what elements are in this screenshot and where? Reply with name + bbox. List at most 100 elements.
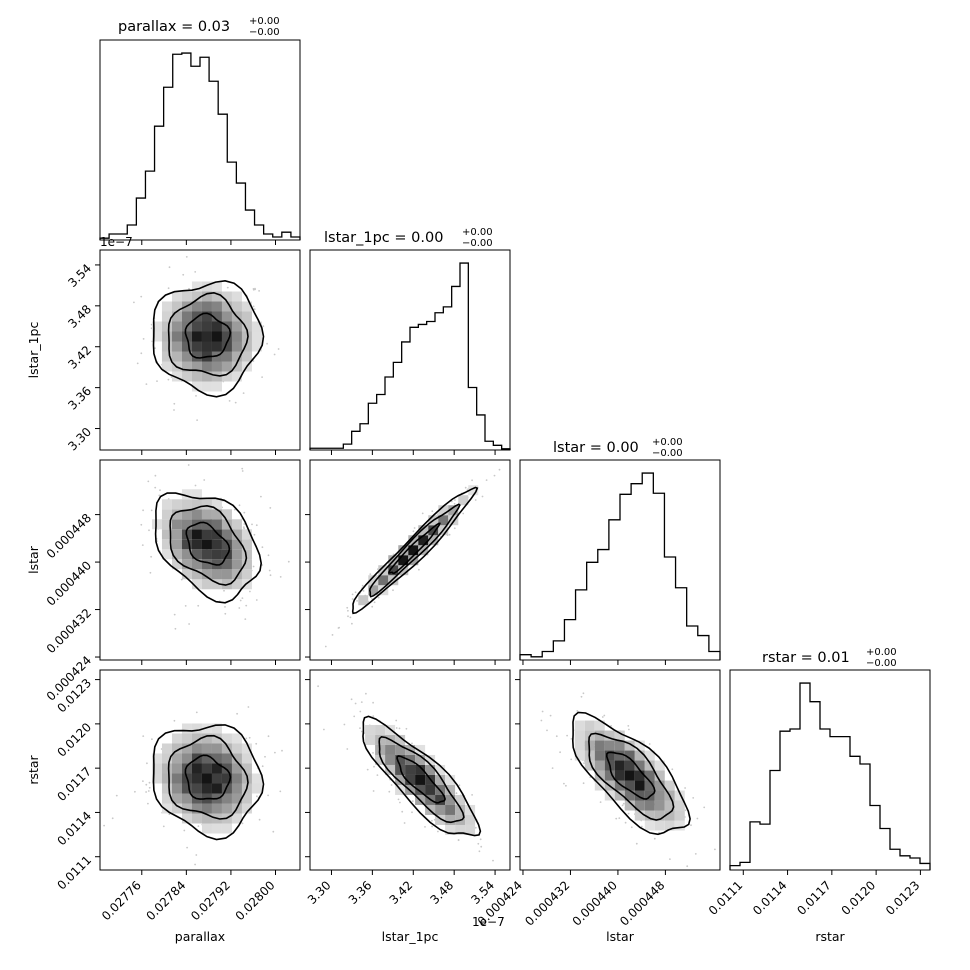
scatter-point [640,825,643,828]
scatter-point [692,797,695,799]
density-cell [181,489,192,500]
scatter-point [622,802,625,805]
scatter-point [436,513,439,515]
scatter-point [453,527,456,530]
scatter-point [234,401,237,404]
density-cell [241,579,252,590]
density-cell [231,529,242,540]
scatter-point [154,486,157,489]
density-cell [438,515,449,526]
density-cell [171,341,182,352]
density-cell [395,774,406,785]
scatter-point [266,342,268,345]
density-cell [211,753,222,764]
density-cell [231,733,242,744]
density-cell [191,539,202,550]
title-parallax: parallax = 0.03 [118,19,230,35]
density-cell [211,291,222,302]
density-cell [221,793,232,804]
density-cell [171,783,182,794]
density-cell [644,760,655,771]
scatter-point [203,479,206,481]
density-cell [425,754,436,765]
scatter-point [148,529,150,532]
scatter-point [610,725,612,727]
scatter-point [690,824,692,827]
scatter-point [671,768,674,771]
density-cell [425,764,436,775]
density-cell [181,371,192,382]
scatter-point [287,560,290,563]
ytick-label-rstar: 0.0111 [55,853,95,893]
density-cell [241,549,252,560]
density-cell [181,783,192,794]
scatter-point [353,715,356,718]
density-cell [231,301,242,312]
density-cell [231,743,242,754]
scatter-point [412,530,415,533]
scatter-point [145,783,148,786]
scatter-point [485,479,488,481]
ylabel-lstar: lstar [26,545,41,574]
density-cell [624,790,635,801]
density-cell [375,724,386,735]
scatter-point [390,784,393,786]
scatter-point [136,362,139,365]
contour-layer [152,279,691,841]
scatter-point [195,854,198,856]
density-cell [171,763,182,774]
density-cell [191,509,202,520]
density-cell [161,793,172,804]
density-cell [221,529,232,540]
density-cell [415,754,426,765]
scatter-point [252,360,255,362]
contour-rstar_vs_lstar_1pc-2 [362,715,482,837]
density-cell [221,783,232,794]
density-cell [211,381,222,392]
density-cell [191,803,202,814]
scatter-point [624,821,627,824]
scatter-point [471,479,473,482]
density-cell [574,720,585,731]
density-cell [171,291,182,302]
title-lstar1pc: lstar_1pc = 0.00 [324,230,443,246]
density-cell [221,743,232,754]
density-cell [221,361,232,372]
density-cell [358,595,369,606]
scatter-point [450,500,453,503]
density-cell [201,783,212,794]
density-cell [445,804,456,815]
density-cell [171,743,182,754]
scatter-point [618,817,621,819]
scatter-point [462,512,465,515]
density-cell [594,750,605,761]
panel-lstar1pc-hist-frame [309,249,511,451]
scatter-point [267,794,269,797]
scatter-point [371,598,373,600]
scatter-point [388,790,391,793]
density-cell [634,760,645,771]
scatter-point [197,604,200,607]
density-cell [624,750,635,761]
contour-lstar_vs_lstar_1pc-1 [368,503,461,598]
scatter-point [185,256,188,258]
scatter-point [373,601,376,604]
offset-label-lstar1pc-y: 1e−7 [100,235,133,249]
density-cell [664,820,675,831]
density-cell [161,301,172,312]
scatter-point [261,546,264,549]
density-cell [191,351,202,362]
density-cell [161,539,172,550]
density-cell [231,763,242,774]
density-cell [201,579,212,590]
density-cell [614,730,625,741]
scatter-point [627,812,630,815]
density-cell [674,790,685,801]
density-cell [634,780,645,791]
density-cell [211,321,222,332]
density-cell [221,539,232,550]
xlabel-parallax: parallax [175,929,225,944]
scatter-point [195,711,198,714]
ytick-label-lstar: 0.000440 [44,558,94,608]
scatter-point [399,801,401,804]
